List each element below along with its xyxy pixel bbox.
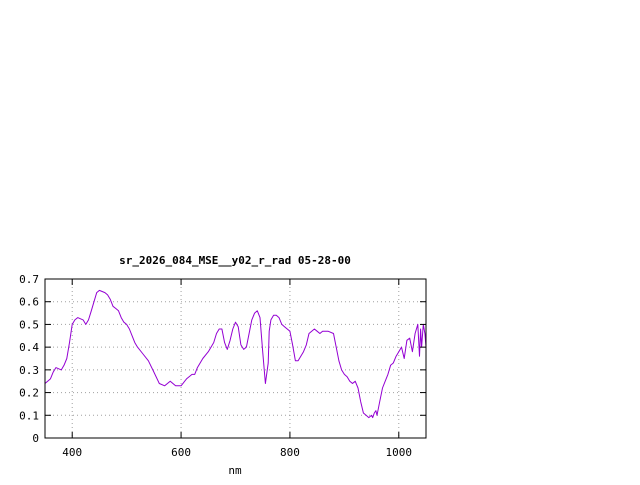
x-tick-label: 1000 <box>386 446 413 459</box>
x-tick-label: 800 <box>280 446 300 459</box>
x-tick-label: 600 <box>171 446 191 459</box>
plot-border <box>44 278 427 439</box>
x-tick-label: 400 <box>62 446 82 459</box>
y-tick-label: 0.6 <box>19 296 39 309</box>
series-line-1 <box>44 289 427 419</box>
chart-title: sr_2026_084_MSE__y02_r_rad 05-28-00 <box>119 254 351 267</box>
y-tick-label: 0.2 <box>19 387 39 400</box>
y-tick-label: 0.7 <box>19 273 39 286</box>
y-tick-label: 0.1 <box>19 409 39 422</box>
y-tick-label: 0 <box>32 432 39 445</box>
x-axis-label: nm <box>228 464 242 477</box>
axis-layer: 0 0.1 0.2 0.3 0.4 0.5 0.6 0.7 400 600 800 1000 <box>19 273 427 459</box>
grid-layer <box>45 279 426 438</box>
y-tick-label: 0.4 <box>19 341 39 354</box>
plot-layer <box>44 289 427 419</box>
y-tick-label: 0.5 <box>19 318 39 331</box>
y-tick-label: 0.3 <box>19 364 39 377</box>
